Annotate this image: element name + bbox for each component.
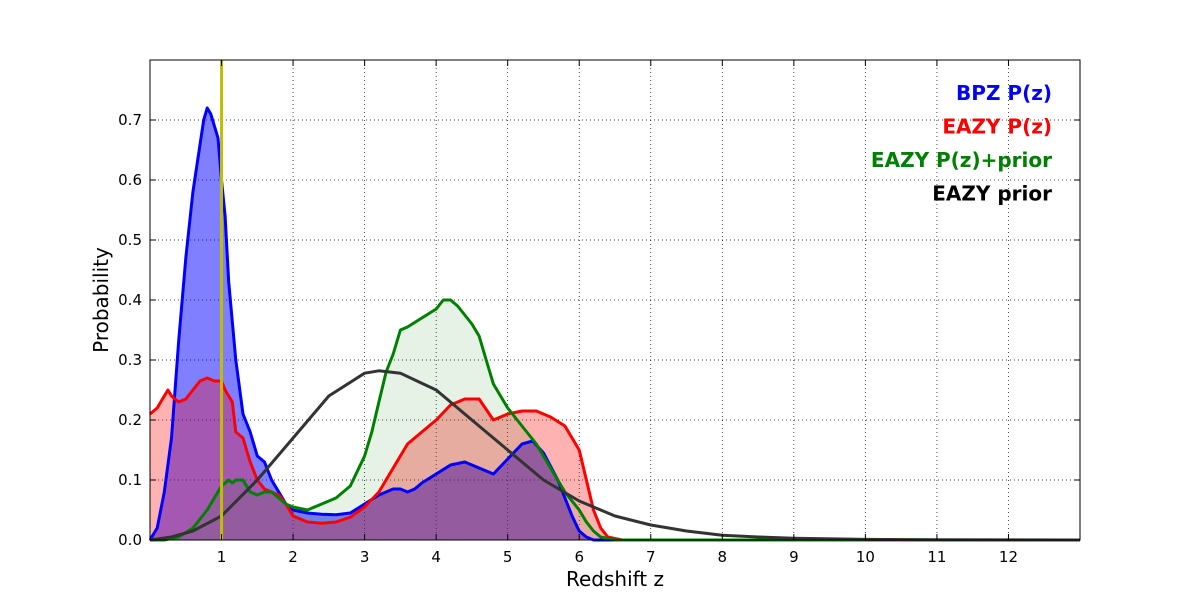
y-tick-label: 0.1 — [118, 471, 142, 489]
y-tick-label: 0.4 — [118, 291, 142, 309]
x-tick-label: 11 — [927, 548, 946, 566]
x-tick-label: 10 — [856, 548, 875, 566]
series-lines — [148, 106, 1081, 542]
y-tick-label: 0.0 — [118, 531, 142, 549]
y-tick-label: 0.7 — [118, 111, 142, 129]
x-tick-label: 9 — [789, 548, 799, 566]
y-axis-ticks: 0.0 0.1 0.2 0.3 0.4 0.5 0.6 0.7 — [118, 111, 1080, 549]
series-fill-eazy-p-z — [150, 378, 1080, 540]
series-fill-eazy-p-z-prior — [150, 300, 1080, 540]
x-tick-label: 12 — [999, 548, 1018, 566]
legend-entry-eazy-p-z: EAZY P(z) — [942, 115, 1052, 139]
y-tick-label: 0.2 — [118, 411, 142, 429]
x-tick-label: 2 — [288, 548, 298, 566]
series-line-bpz-p-z — [148, 106, 1080, 542]
legend-entry-eazy-p-z-prior: EAZY P(z)+prior — [871, 148, 1052, 172]
x-axis-label: Redshift z — [566, 567, 664, 591]
grid — [150, 60, 1080, 541]
x-tick-label: 4 — [431, 548, 441, 566]
x-tick-label: 1 — [217, 548, 227, 566]
series-fill-bpz-p-z — [150, 108, 1080, 540]
y-axis-label: Probability — [89, 247, 113, 353]
series-line-eazy-p-z-prior — [150, 298, 1080, 542]
x-axis-ticks: 1 2 3 4 5 6 7 8 9 10 11 12 — [217, 60, 1018, 566]
y-tick-label: 0.3 — [118, 351, 142, 369]
legend: BPZ P(z) EAZY P(z) EAZY P(z)+prior EAZY pri… — [871, 81, 1052, 206]
x-tick-label: 5 — [503, 548, 513, 566]
x-tick-label: 7 — [646, 548, 656, 566]
y-tick-label: 0.5 — [118, 231, 142, 249]
y-tick-label: 0.6 — [118, 171, 142, 189]
legend-entry-eazy-prior: EAZY prior — [932, 182, 1052, 206]
series-fills — [150, 108, 1080, 540]
x-tick-label: 8 — [718, 548, 728, 566]
x-tick-label: 6 — [574, 548, 584, 566]
legend-entry-bpz-p-z: BPZ P(z) — [956, 81, 1052, 105]
series-line-eazy-p-z — [149, 376, 1080, 542]
x-tick-label: 3 — [360, 548, 370, 566]
